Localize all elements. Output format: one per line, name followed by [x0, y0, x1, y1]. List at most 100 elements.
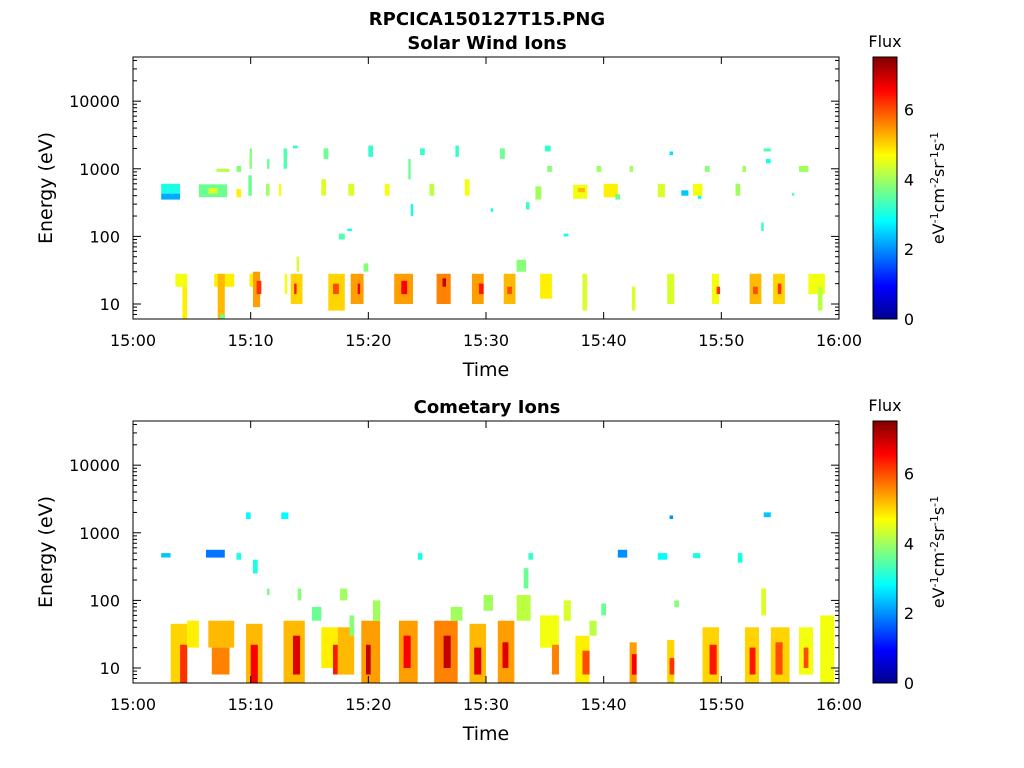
solar-wind-heatmap-cell	[547, 166, 552, 172]
solar-wind-heatmap-cell	[563, 233, 569, 237]
solar-wind-heatmap-cell	[766, 158, 771, 164]
solar-wind-heatmap-cell	[464, 179, 470, 196]
cometary-heatmap-cell	[516, 595, 531, 621]
solar-wind-y-tick-label: 10	[100, 295, 120, 314]
cometary-x-tick-label: 16:00	[816, 695, 862, 714]
solar-wind-heatmap-cell	[338, 233, 345, 240]
cometary-heatmap-cell	[267, 588, 270, 596]
solar-wind-heatmap-cell	[791, 192, 795, 196]
solar-wind-heatmap-cell	[256, 280, 262, 295]
solar-wind-heatmap-cell	[293, 145, 298, 149]
solar-wind-heatmap-cell	[799, 166, 809, 172]
cometary-heatmap-cell	[366, 644, 371, 675]
solar-wind-panel: Solar Wind Ions 15:00 15:10 15:20 15:30 15:4…	[35, 32, 948, 381]
solar-wind-heatmap-cell	[267, 158, 270, 169]
solar-wind-heatmap-cell	[535, 186, 542, 200]
cometary-x-tick-label: 15:50	[698, 695, 744, 714]
cometary-y-axis: 10 100 1000 10000	[69, 423, 839, 684]
solar-wind-heatmap	[161, 145, 825, 319]
cometary-x-axis-label: Time	[462, 723, 510, 745]
solar-wind-colorbar-tick-label: 6	[904, 100, 914, 119]
cometary-heatmap-cell	[187, 620, 199, 648]
solar-wind-heatmap-cell	[500, 148, 505, 159]
solar-wind-heatmap-cell	[507, 286, 512, 295]
solar-wind-heatmap-cell	[323, 148, 329, 159]
cometary-colorbar-tick-label: 4	[904, 534, 914, 553]
cometary-heatmap-cell	[540, 615, 559, 648]
cometary-heatmap-cell	[601, 603, 606, 616]
solar-wind-heatmap-cell	[217, 273, 225, 319]
cometary-y-tick-label: 1000	[79, 524, 120, 543]
solar-wind-heatmap-cell	[716, 286, 721, 295]
cometary-colorbar-tick-label: 2	[904, 604, 914, 623]
cometary-colorbar-scale	[872, 420, 898, 684]
cometary-x-tick-label: 15:00	[110, 695, 156, 714]
cometary-heatmap-cell	[657, 553, 668, 560]
cometary-colorbar-tick-label: 6	[904, 464, 914, 483]
cometary-x-tick-label: 15:20	[345, 695, 391, 714]
solar-wind-heatmap-cell	[669, 151, 674, 155]
solar-wind-heatmap-cell	[667, 273, 675, 304]
cometary-heatmap-cell	[763, 512, 771, 518]
cometary-heatmap-cell	[674, 600, 679, 607]
solar-wind-heatmap-cell	[283, 148, 288, 169]
solar-wind-heatmap-cell	[161, 193, 180, 200]
cometary-heatmap-cell	[483, 595, 493, 611]
cometary-heatmap-cell	[180, 644, 188, 683]
cometary-y-tick-label: 10	[100, 659, 120, 678]
solar-wind-heatmap-cell	[236, 166, 242, 172]
cometary-heatmap-cell	[631, 654, 637, 675]
cometary-heatmap-cell	[443, 635, 451, 668]
solar-wind-heatmap-cell	[582, 273, 588, 311]
solar-wind-heatmap-cell	[761, 222, 764, 231]
cometary-x-axis: 15:00 15:10 15:20 15:30 15:40 15:50 16:00	[110, 421, 862, 714]
solar-wind-heatmap-cell	[711, 273, 719, 304]
solar-wind-heatmap-cell	[368, 145, 373, 157]
cometary-heatmap-cell	[450, 606, 463, 621]
solar-wind-heatmap-cell	[248, 175, 252, 196]
solar-wind-heatmap-cell	[410, 204, 414, 216]
cometary-heatmap-cell	[236, 553, 242, 560]
solar-wind-heatmap-cell	[777, 283, 782, 295]
cometary-heatmap-cell	[737, 553, 743, 563]
solar-wind-heatmap-cell	[455, 145, 459, 157]
solar-wind-heatmap-cell	[401, 280, 408, 295]
solar-wind-x-tick-label: 16:00	[816, 331, 862, 350]
cometary-colorbar-title: Flux	[868, 396, 901, 415]
solar-wind-heatmap-cell	[321, 179, 326, 196]
solar-wind-heatmap-cell	[704, 166, 710, 172]
solar-wind-heatmap-cell	[182, 286, 188, 319]
solar-wind-x-tick-label: 15:40	[581, 331, 627, 350]
cometary-x-tick-label: 15:40	[581, 695, 627, 714]
solar-wind-heatmap-cell	[631, 286, 636, 311]
solar-wind-heatmap-cell	[296, 256, 299, 272]
solar-wind-heatmap-cell	[735, 183, 741, 196]
cometary-y-tick-label: 100	[89, 591, 120, 610]
cometary-x-tick-label: 15:30	[463, 695, 509, 714]
solar-wind-heatmap-cell	[348, 183, 355, 196]
cometary-heatmap-cell	[775, 642, 783, 675]
cometary-heatmap-cell	[474, 647, 482, 675]
cometary-panel: Cometary Ions 15:00 15:10 15:20 15:30 15:40 1…	[35, 396, 948, 745]
solar-wind-heatmap-cell	[817, 286, 823, 311]
cometary-heatmap-cell	[523, 568, 529, 589]
cometary-colorbar: Flux 0 2 4 6 eV-1cm-2sr-1s-1	[868, 396, 948, 693]
solar-wind-heatmap-cell	[603, 183, 618, 198]
cometary-heatmap-cell	[208, 620, 235, 648]
cometary-colorbar-label: eV-1cm-2sr-1s-1	[928, 496, 949, 608]
cometary-heatmap-cell	[617, 549, 628, 558]
cometary-heatmap-cell	[417, 553, 423, 560]
cometary-heatmap-cell	[749, 647, 756, 675]
cometary-heatmap-cell	[349, 615, 355, 636]
solar-wind-x-tick-label: 15:10	[228, 331, 274, 350]
solar-wind-x-tick-label: 15:50	[698, 331, 744, 350]
solar-wind-x-tick-label: 15:30	[463, 331, 509, 350]
cometary-x-tick-label: 15:10	[228, 695, 274, 714]
solar-wind-colorbar: Flux 0 2 4 6 eV-1cm-2sr-1s-1	[868, 32, 948, 329]
solar-wind-heatmap-cell	[266, 183, 270, 196]
solar-wind-title: Solar Wind Ions	[407, 33, 566, 54]
cometary-heatmap-cell	[211, 647, 230, 675]
solar-wind-colorbar-title: Flux	[868, 32, 901, 51]
solar-wind-heatmap-cell	[763, 148, 771, 152]
